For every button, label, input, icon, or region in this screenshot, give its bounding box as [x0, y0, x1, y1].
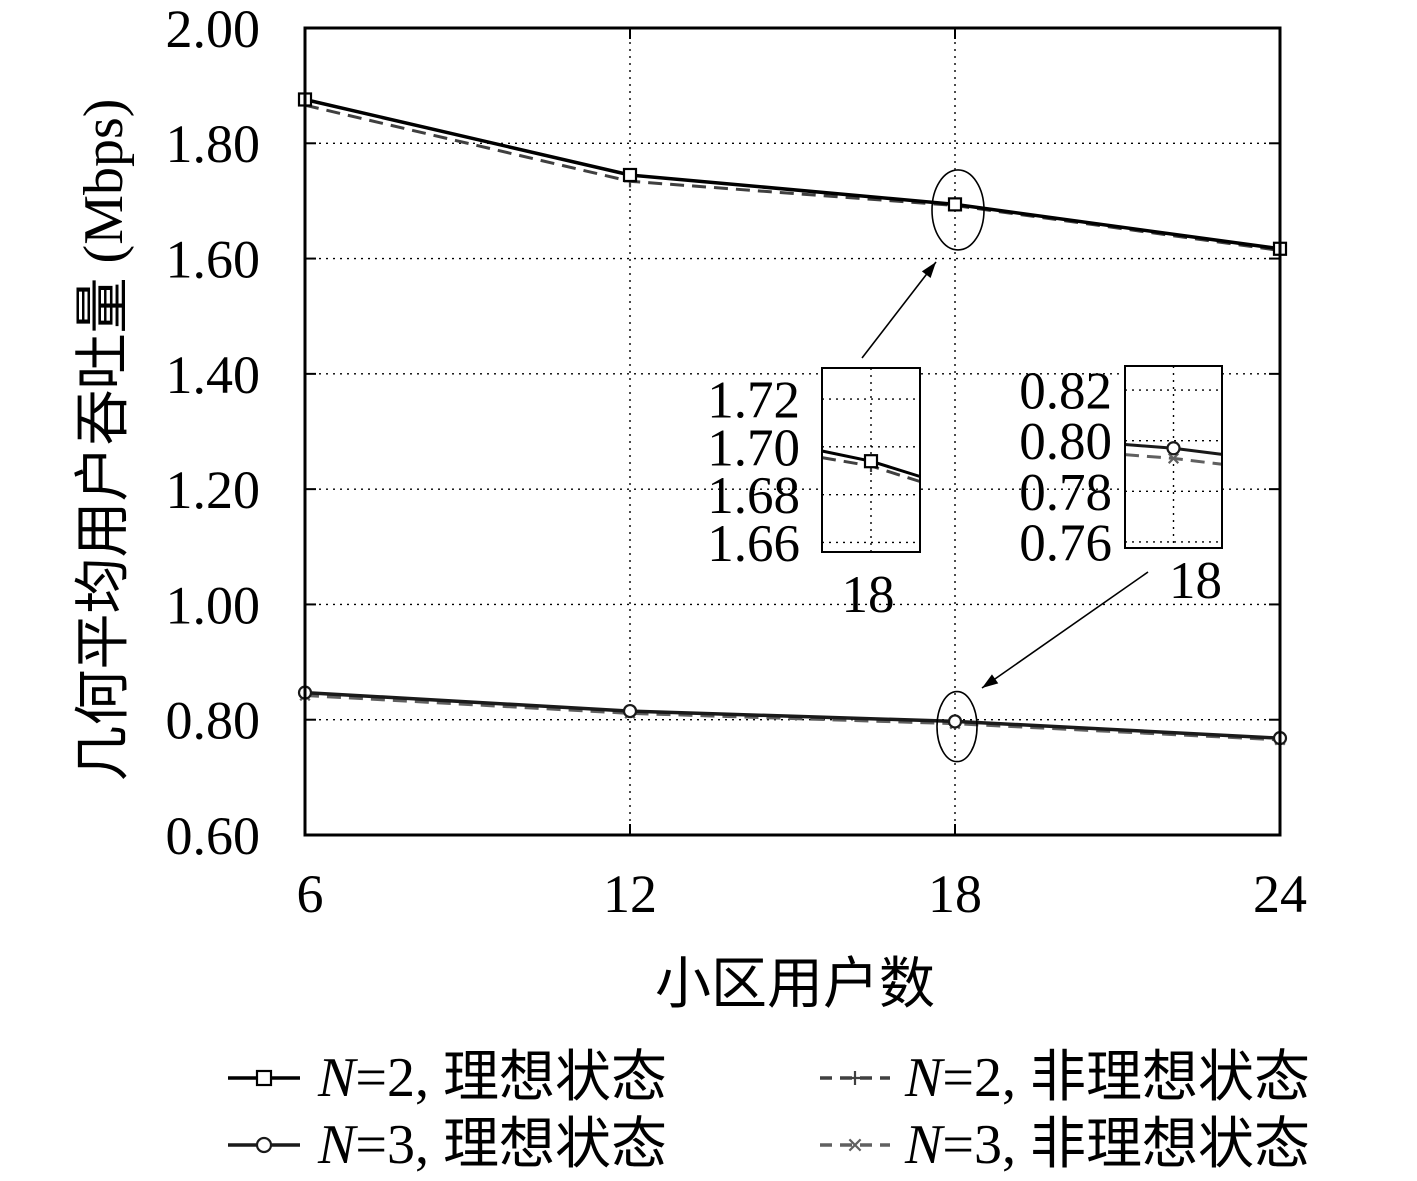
legend-label-4: N=3, 非理想状态: [904, 1114, 1310, 1176]
inset-1-x-tick-label-18: 18: [842, 566, 895, 624]
zoom-insets: 1.721.701.681.66 18 0.820.800.780.76 18: [707, 169, 1223, 763]
legend-entry-2: N=2, 非理想状态: [820, 1047, 1310, 1109]
series-4-line: [304, 694, 1281, 742]
inset-1-border: [821, 367, 921, 553]
inset-1-y-tick-label-1-72: 1.72: [707, 372, 800, 430]
legend-label-rest: =3, 理想状态: [355, 1114, 667, 1176]
inset-1-y-tick-label-1-70: 1.70: [707, 419, 800, 477]
legend-label-2: N=2, 非理想状态: [904, 1047, 1310, 1109]
plot-frame-border: [303, 26, 1282, 837]
inset-1-plot: [821, 368, 921, 552]
x-axis-title: 小区用户数: [655, 954, 935, 1016]
legend-label-3: N=3, 理想状态: [317, 1114, 667, 1176]
series-1-line: [304, 97, 1281, 251]
y-tick-label-0-60: 0.60: [166, 806, 261, 866]
x-tick-label-6: 6: [297, 864, 324, 924]
inset-1-arrowhead: [921, 262, 936, 279]
inset-1-callout-arrow: [861, 261, 937, 359]
inset-2-plot: [1124, 366, 1223, 548]
series-3-point-x18: [947, 714, 963, 729]
x-tick-label-18: 18: [928, 864, 982, 924]
inset-2-x-tick-label-18: 18: [1169, 552, 1222, 610]
y-tick-label-1-60: 1.60: [166, 229, 261, 289]
legend-label-variable: N: [317, 1047, 358, 1109]
y-tick-label-1-80: 1.80: [166, 114, 261, 174]
legend-entry-3: N=3, 理想状态: [228, 1114, 667, 1176]
series-1-point-x18: [947, 197, 963, 212]
inset-2-arrowhead: [982, 674, 999, 688]
legend-label-variable: N: [904, 1047, 945, 1109]
x-tick-label-12: 12: [603, 864, 657, 924]
inset-1-y-tick-label-1-66: 1.66: [707, 515, 800, 573]
inset-1-y-tick-label-1-68: 1.68: [707, 467, 800, 525]
inset-1-highlight-ellipse: [931, 169, 985, 251]
y-tick-label-1-20: 1.20: [166, 460, 261, 520]
inset-1: 1.721.701.681.66 18: [707, 367, 921, 624]
legend-marker-4: [848, 1138, 862, 1152]
y-tick-label-1-40: 1.40: [166, 345, 261, 405]
legend-entry-4: N=3, 非理想状态: [820, 1114, 1310, 1176]
y-tick-label-0-80: 0.80: [166, 691, 261, 751]
series-3: [297, 685, 1288, 746]
inset-2-border: [1124, 365, 1223, 549]
legend-label-variable: N: [317, 1114, 358, 1176]
plot-frame: [303, 26, 1282, 837]
legend-label-variable: N: [904, 1114, 945, 1176]
grid-lines: [305, 28, 1280, 835]
inset-2-y-tick-label-0-82: 0.82: [1019, 363, 1112, 421]
y-axis-title: 几何平均用户吞吐量 (Mbps): [73, 99, 135, 782]
inset-2-series-4-point-x18: [1167, 452, 1180, 464]
legend-entry-1: N=2, 理想状态: [228, 1047, 667, 1109]
plot-series: [297, 92, 1288, 746]
x-tick-label-24: 24: [1253, 864, 1307, 924]
inset-2: 0.820.800.780.76 18: [1019, 363, 1223, 610]
series-3-point-x12: [622, 703, 638, 719]
legend-label-rest: =3, 非理想状态: [942, 1114, 1310, 1176]
legend-marker-2: [848, 1071, 862, 1085]
legend-label-rest: =2, 非理想状态: [942, 1047, 1310, 1109]
legend-marker-3: [255, 1136, 273, 1154]
inset-2-series-3-point-x18: [1166, 441, 1181, 456]
series-1-point-x12: [622, 167, 638, 183]
series-3-line: [304, 690, 1281, 740]
inset-2-y-tick-label-0-76: 0.76: [1019, 514, 1112, 572]
inset-2-y-tick-label-0-80: 0.80: [1019, 413, 1112, 471]
legend-marker-1: [255, 1069, 273, 1087]
y-tick-label-2-00: 2.00: [166, 0, 261, 59]
inset-2-y-tick-label-0-78: 0.78: [1019, 464, 1112, 522]
y-tick-label-1-00: 1.00: [166, 575, 261, 635]
legend-label-1: N=2, 理想状态: [317, 1047, 667, 1109]
inset-2-highlight-ellipse: [936, 690, 978, 763]
inset-2-callout-arrow: [981, 571, 1149, 689]
inset-1-series-1-point-x18: [863, 454, 879, 469]
legend-label-rest: =2, 理想状态: [355, 1047, 667, 1109]
tick-labels: 6 12 18 24 0.60 0.80 1.00 1.20 1.40 1.60 1.80 2.00: [166, 0, 1308, 924]
